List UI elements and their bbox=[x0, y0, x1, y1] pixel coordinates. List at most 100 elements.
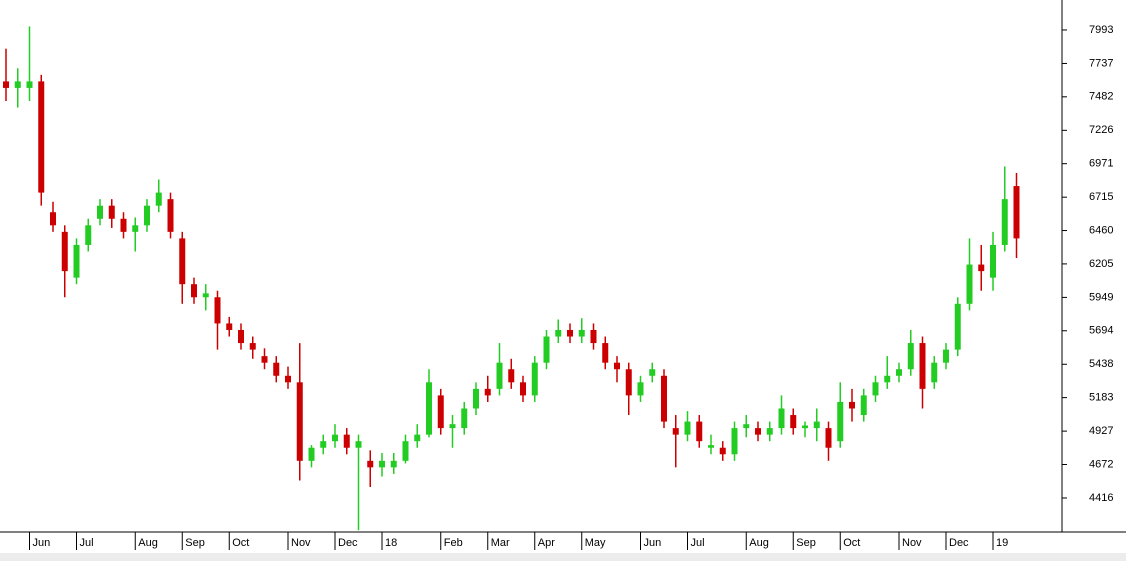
candle-body bbox=[343, 434, 350, 448]
candle-body bbox=[85, 225, 92, 245]
x-tick-label: Sep bbox=[185, 537, 205, 549]
candle-body bbox=[296, 382, 303, 461]
candle-body bbox=[379, 460, 385, 468]
candle-body bbox=[367, 460, 374, 468]
candle-body bbox=[414, 434, 421, 442]
y-tick-label: 6460 bbox=[1089, 224, 1113, 236]
candle-body bbox=[719, 447, 726, 455]
candle-body bbox=[672, 428, 679, 435]
candle-body bbox=[496, 362, 503, 389]
candle-body bbox=[943, 349, 949, 363]
x-tick-label: Jul bbox=[80, 537, 94, 549]
candle-body bbox=[261, 356, 268, 363]
x-tick-label: Jul bbox=[691, 537, 705, 549]
candle-body bbox=[1013, 186, 1020, 239]
candle-body bbox=[543, 336, 550, 363]
candle-body bbox=[155, 192, 162, 206]
y-tick-label: 6205 bbox=[1089, 258, 1113, 270]
y-tick-label: 5183 bbox=[1089, 392, 1113, 404]
candle-body bbox=[696, 421, 703, 442]
candle-body bbox=[332, 434, 338, 442]
candle-body bbox=[778, 408, 785, 429]
candle-body bbox=[884, 375, 891, 383]
candle-body bbox=[50, 212, 56, 226]
candle-body bbox=[38, 81, 45, 193]
x-tick-label: Nov bbox=[902, 537, 922, 549]
y-tick-label: 4672 bbox=[1089, 458, 1113, 470]
candle-body bbox=[954, 303, 961, 350]
candle-body bbox=[978, 264, 985, 272]
candle-body bbox=[578, 329, 585, 337]
candle-body bbox=[590, 329, 597, 344]
candle-body bbox=[238, 329, 244, 344]
candle-body bbox=[872, 382, 879, 396]
x-tick-label: Oct bbox=[843, 537, 860, 549]
candle-body bbox=[661, 375, 667, 422]
x-tick-label: Jun bbox=[644, 537, 662, 549]
candle-body bbox=[860, 395, 867, 416]
candle-body bbox=[132, 225, 139, 232]
x-tick-label: 18 bbox=[385, 537, 397, 549]
candle-body bbox=[849, 401, 855, 409]
candle-body bbox=[449, 424, 456, 429]
x-tick-label: Dec bbox=[338, 537, 358, 549]
candle-body bbox=[743, 424, 750, 429]
x-tick-label: Aug bbox=[138, 537, 158, 549]
candle-body bbox=[144, 205, 150, 226]
candle-body bbox=[790, 415, 797, 429]
candle-body bbox=[320, 441, 327, 448]
candle-body bbox=[308, 447, 315, 461]
x-tick-label: 19 bbox=[996, 537, 1008, 549]
candle-body bbox=[567, 329, 573, 337]
candle-body bbox=[990, 244, 996, 278]
x-tick-label: Dec bbox=[949, 537, 969, 549]
candle-body bbox=[555, 329, 562, 337]
candle-body bbox=[461, 408, 468, 429]
candle-body bbox=[649, 369, 656, 376]
candle-body bbox=[473, 388, 479, 409]
candle-body bbox=[437, 395, 444, 429]
candle-body bbox=[802, 425, 808, 429]
candle-body bbox=[73, 244, 80, 278]
candle-body bbox=[179, 238, 186, 285]
candle-body bbox=[3, 81, 9, 88]
candle-body bbox=[273, 362, 280, 376]
candle-body bbox=[731, 428, 738, 455]
x-tick-label: Feb bbox=[444, 537, 463, 549]
candle-body bbox=[931, 362, 938, 383]
candle-body bbox=[531, 362, 538, 396]
candle-body bbox=[813, 421, 820, 429]
x-tick-label: Nov bbox=[291, 537, 311, 549]
candle-body bbox=[825, 428, 832, 448]
x-tick-label: May bbox=[585, 537, 606, 549]
y-tick-label: 5949 bbox=[1089, 291, 1113, 303]
y-tick-label: 4927 bbox=[1089, 425, 1113, 437]
y-tick-label: 7482 bbox=[1089, 91, 1113, 103]
candle-body bbox=[97, 205, 103, 219]
candle-body bbox=[14, 81, 21, 88]
x-tick-label: Mar bbox=[491, 537, 510, 549]
candle-body bbox=[907, 343, 914, 370]
candle-body bbox=[614, 362, 620, 370]
candle-body bbox=[202, 293, 209, 298]
x-tick-label: Sep bbox=[796, 537, 816, 549]
candle-body bbox=[684, 421, 691, 435]
x-tick-label: Oct bbox=[232, 537, 249, 549]
candle-body bbox=[766, 428, 773, 435]
candle-body bbox=[402, 441, 409, 461]
candle-body bbox=[637, 382, 644, 396]
candle-body bbox=[167, 199, 174, 232]
candle-body bbox=[708, 445, 714, 448]
candle-body bbox=[508, 369, 515, 383]
y-tick-label: 7737 bbox=[1089, 57, 1113, 69]
candle-body bbox=[249, 343, 256, 350]
candle-body bbox=[191, 284, 197, 298]
candle-body bbox=[625, 369, 632, 396]
candle-body bbox=[1001, 199, 1008, 245]
x-tick-label: Apr bbox=[538, 537, 555, 549]
x-tick-label: Aug bbox=[749, 537, 769, 549]
candle-body bbox=[355, 441, 362, 448]
candle-body bbox=[484, 388, 491, 396]
